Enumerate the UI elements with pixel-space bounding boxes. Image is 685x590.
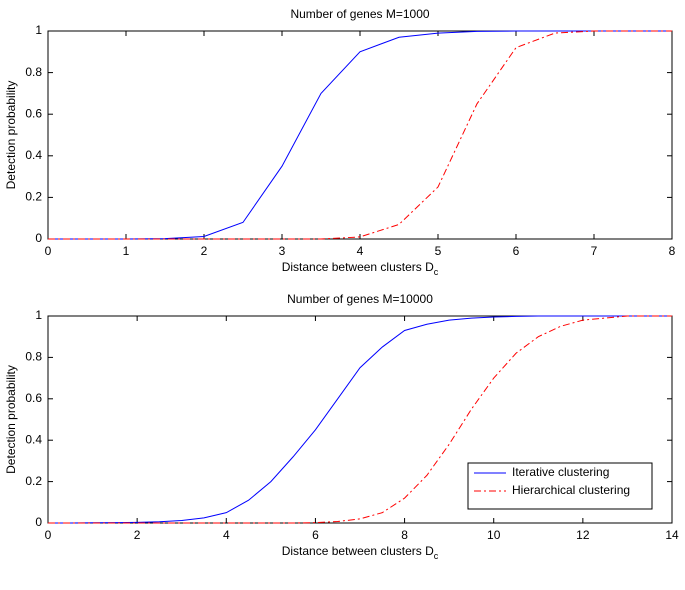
y-tick-label: 0.2: [25, 190, 42, 204]
x-tick-label: 7: [591, 244, 598, 258]
x-tick-label: 10: [487, 528, 501, 542]
legend-label: Hierarchical clustering: [512, 483, 630, 497]
data-line: [48, 30, 672, 240]
x-tick-label: 0: [45, 244, 52, 258]
x-tick-label: 14: [665, 528, 679, 542]
data-line: [48, 30, 672, 240]
x-tick-label: 1: [123, 244, 130, 258]
y-tick-label: 0.4: [25, 432, 42, 446]
y-tick-label: 0.6: [25, 106, 42, 120]
x-tick-label: 6: [312, 528, 319, 542]
x-tick-label: 2: [134, 528, 141, 542]
x-tick-label: 4: [223, 528, 230, 542]
legend-box: [467, 462, 653, 510]
y-tick-label: 0: [35, 515, 42, 529]
x-tick-label: 4: [357, 244, 364, 258]
y-tick-label: 1: [35, 23, 42, 37]
chart-title: Number of genes M=10000: [287, 292, 433, 306]
x-tick-label: 0: [45, 528, 52, 542]
x-axis-label: Distance between clusters Dc: [282, 544, 439, 561]
y-tick-label: 0.2: [25, 474, 42, 488]
y-tick-label: 0.8: [25, 65, 42, 79]
y-axis-label: Detection probability: [4, 365, 18, 474]
x-axis-label-subscript: c: [434, 267, 439, 277]
x-tick-label: 5: [435, 244, 442, 258]
plot-area: [47, 30, 673, 240]
y-axis-label: Detection probability: [4, 81, 18, 190]
x-tick-label: 8: [669, 244, 676, 258]
legend-label: Iterative clustering: [512, 465, 609, 479]
x-tick-label: 6: [513, 244, 520, 258]
x-axis-label: Distance between clusters Dc: [282, 260, 439, 277]
y-tick-label: 0.4: [25, 148, 42, 162]
x-tick-label: 12: [576, 528, 590, 542]
data-line: [48, 315, 672, 524]
data-line: [48, 315, 672, 524]
x-axis-label-subscript: c: [434, 551, 439, 561]
y-tick-label: 0.8: [25, 350, 42, 364]
chart-title: Number of genes M=1000: [290, 7, 429, 21]
y-tick-label: 0.6: [25, 391, 42, 405]
x-axis-label-text: Distance between clusters D: [282, 260, 434, 274]
y-tick-label: 0: [35, 231, 42, 245]
x-tick-label: 8: [401, 528, 408, 542]
x-axis-label-text: Distance between clusters D: [282, 544, 434, 558]
x-tick-label: 2: [201, 244, 208, 258]
y-tick-label: 1: [35, 308, 42, 322]
x-tick-label: 3: [279, 244, 286, 258]
